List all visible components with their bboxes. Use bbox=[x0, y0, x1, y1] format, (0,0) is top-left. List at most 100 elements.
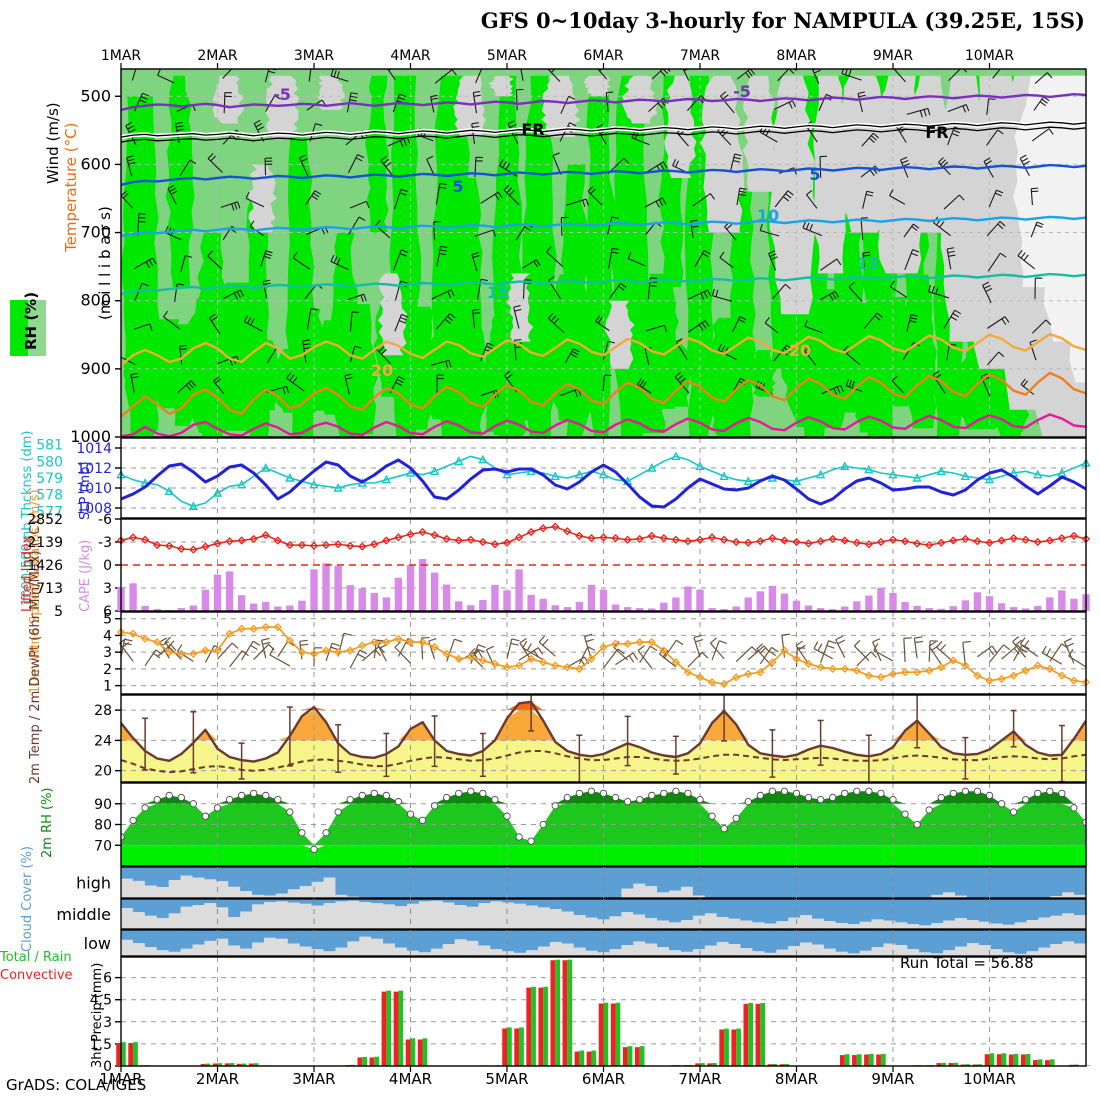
cloud-sky-cell bbox=[514, 930, 527, 953]
cloud-amount-cell bbox=[478, 903, 491, 929]
cloud-sky-cell bbox=[859, 930, 873, 951]
cape-bar bbox=[274, 606, 282, 611]
cloud-amount-cell bbox=[430, 900, 444, 929]
cape-bar bbox=[1058, 590, 1066, 611]
cloud-sky-cell bbox=[752, 930, 765, 952]
cloud-sky-cell bbox=[192, 930, 205, 945]
cloud-amount-cell bbox=[430, 948, 444, 956]
cloud-amount-cell bbox=[335, 894, 348, 898]
cloud-sky-cell bbox=[466, 867, 480, 898]
precip-conv-bar bbox=[1045, 1060, 1050, 1066]
panel-rh2m bbox=[115, 782, 1087, 867]
cloud-sky-cell bbox=[180, 930, 194, 949]
cloud-sky-cell bbox=[740, 930, 754, 949]
cloud-amount-cell bbox=[1050, 896, 1063, 898]
cloud-sky-cell bbox=[704, 867, 718, 898]
cloud-amount-cell bbox=[156, 918, 170, 929]
cloud-amount-cell bbox=[669, 890, 682, 898]
cape-bar bbox=[877, 587, 885, 611]
top-day-label: 5MAR bbox=[486, 48, 528, 64]
cloud-sky-cell bbox=[240, 867, 253, 892]
cloud-sky-cell bbox=[883, 899, 896, 921]
cloud-amount-cell bbox=[1050, 915, 1063, 929]
precip-conv-bar bbox=[236, 1063, 242, 1066]
precip-conv-bar bbox=[767, 1064, 773, 1066]
precip-conv-bar bbox=[1008, 1054, 1014, 1066]
cloud-amount-cell bbox=[454, 939, 468, 956]
precip-conv-bar bbox=[1069, 1064, 1074, 1066]
tick-label: 900 bbox=[80, 359, 111, 378]
precip-conv-bar bbox=[948, 1063, 954, 1066]
cloud-row-bg bbox=[121, 899, 1086, 929]
cloud-sky-cell bbox=[966, 930, 980, 943]
cape-bar bbox=[575, 601, 584, 611]
cloud-sky-cell bbox=[728, 930, 742, 945]
panel-bg bbox=[121, 438, 1086, 518]
cloud-sky-cell bbox=[621, 899, 634, 913]
cape-bar bbox=[1021, 608, 1030, 611]
cloud-sky-cell bbox=[168, 899, 182, 914]
cloud-sky-cell bbox=[1026, 899, 1039, 920]
precip-conv-bar bbox=[960, 1064, 966, 1066]
cape-bar bbox=[117, 587, 125, 611]
cloud-amount-cell bbox=[645, 886, 658, 898]
cloud-amount-cell bbox=[335, 947, 348, 956]
cloud-sky-cell bbox=[180, 867, 194, 876]
cloud-amount-cell bbox=[252, 904, 265, 929]
cloud-sky-cell bbox=[728, 899, 742, 919]
cloud-sky-cell bbox=[323, 899, 337, 904]
cape-bar bbox=[961, 600, 970, 611]
cloud-amount-cell bbox=[847, 953, 861, 956]
cloud-sky-cell bbox=[299, 930, 313, 947]
cloud-sky-cell bbox=[823, 899, 837, 922]
precip-total-bar bbox=[844, 1054, 850, 1066]
cloud-sky-cell bbox=[490, 867, 503, 898]
cape-bar bbox=[249, 603, 258, 611]
precip-total-bar bbox=[362, 1056, 368, 1066]
cape-bar bbox=[997, 603, 1006, 611]
tick-label: 2 bbox=[103, 662, 112, 678]
cloud-amount-cell bbox=[1026, 920, 1039, 929]
precip-total-bar bbox=[133, 1042, 138, 1066]
cloud-sky-cell bbox=[954, 867, 968, 896]
axis-label-wind: Wind (m/s) bbox=[44, 102, 62, 184]
cloud-sky-cell bbox=[549, 930, 563, 942]
precip-total-bar bbox=[856, 1054, 862, 1066]
precip-total-bar bbox=[277, 1065, 283, 1066]
cloud-sky-cell bbox=[454, 930, 468, 940]
precip-conv-bar bbox=[912, 1065, 918, 1066]
cloud-sky-cell bbox=[216, 899, 229, 908]
cloud-sky-cell bbox=[347, 899, 360, 901]
cloud-sky-cell bbox=[811, 867, 825, 898]
tick-label: 90 bbox=[94, 797, 112, 813]
cloud-sky-cell bbox=[537, 899, 551, 908]
cloud-amount-cell bbox=[418, 952, 432, 956]
cloud-sky-cell bbox=[907, 899, 920, 925]
cloud-sky-cell bbox=[597, 899, 611, 920]
top-day-label: 10MAR bbox=[964, 48, 1015, 64]
cape-bar bbox=[382, 597, 391, 611]
precip-conv-bar bbox=[200, 1063, 206, 1066]
cloud-amount-cell bbox=[192, 905, 205, 929]
cloud-amount-cell bbox=[442, 944, 456, 956]
cloud-amount-cell bbox=[752, 951, 765, 956]
axis-label-temp2m: 2m Temp / 2m DewPt (6hr Min/Max) (°C) bbox=[28, 520, 43, 784]
cape-bar bbox=[455, 601, 463, 611]
contour-label: 10 bbox=[757, 206, 779, 225]
cloud-amount-cell bbox=[121, 908, 134, 929]
contour-label: 20 bbox=[789, 341, 811, 360]
cape-bar bbox=[418, 559, 427, 611]
precip-conv-bar bbox=[743, 1003, 749, 1066]
cloud-amount-cell bbox=[1062, 941, 1075, 956]
cape-bar bbox=[141, 605, 149, 611]
cloud-sky-cell bbox=[752, 899, 765, 923]
cloud-amount-cell bbox=[275, 901, 289, 929]
cloud-sky-cell bbox=[406, 867, 420, 898]
cloud-sky-cell bbox=[228, 867, 241, 887]
cape-bar bbox=[648, 608, 656, 611]
precip-total-bar bbox=[241, 1063, 247, 1066]
cloud-sky-cell bbox=[561, 899, 575, 912]
cloud-sky-cell bbox=[132, 930, 146, 943]
cloud-sky-cell bbox=[1026, 867, 1039, 898]
panel-upper-air: -5 -5 FR FR 5 5 10 15 15 20 20 bbox=[115, 68, 1087, 438]
